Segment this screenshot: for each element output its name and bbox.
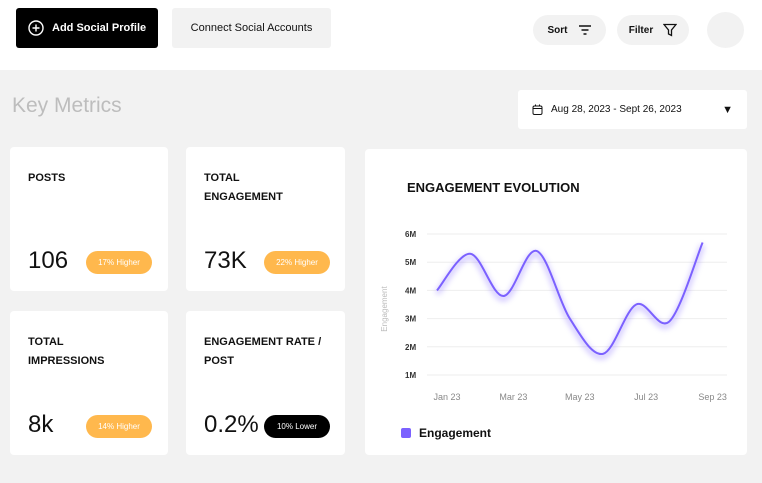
metric-label: POSTS [28,172,66,184]
top-bar: Add Social Profile Connect Social Accoun… [0,0,762,70]
avatar[interactable] [707,12,744,48]
metric-card-engagement-rate: ENGAGEMENT RATE / POST 0.2% 10% Lower [186,311,345,455]
metric-card-total-impressions: TOTAL IMPRESSIONS 8k 14% Higher [10,311,168,455]
calendar-icon [532,104,543,115]
metric-badge: 17% Higher [86,251,152,274]
add-social-profile-label: Add Social Profile [52,22,147,34]
filter-icon [663,23,678,37]
date-range-text: Aug 28, 2023 - Sept 26, 2023 [551,104,682,115]
x-tick-label: Jan 23 [433,392,460,402]
x-tick-label: Mar 23 [499,392,527,402]
y-tick-label: 5M [405,258,416,267]
sort-label: Sort [547,24,568,36]
filter-label: Filter [628,24,654,36]
metric-value: 0.2% [204,411,259,438]
metric-card-posts: POSTS 106 17% Higher [10,147,168,291]
x-tick-label: May 23 [565,392,595,402]
metric-label: TOTAL IMPRESSIONS [28,336,105,367]
x-tick-label: Sep 23 [698,392,727,402]
engagement-chart-card: ENGAGEMENT EVOLUTION Engagement 1M 2M 3M 4M… [365,149,747,455]
engagement-chart: Engagement 1M 2M 3M 4M 5M 6M Jan 23 Mar 23 May 2… [380,230,727,402]
y-axis-label: Engagement [380,286,389,332]
metric-value: 8k [28,411,54,438]
plus-circle-icon [28,20,44,36]
y-tick-label: 1M [405,371,416,380]
metric-value: 73K [204,247,247,274]
date-range-picker[interactable]: Aug 28, 2023 - Sept 26, 2023 ▼ [518,90,747,129]
metric-value: 106 [28,247,69,274]
series-line-shadow [435,244,705,360]
metric-badge: 10% Lower [264,415,330,438]
connect-social-accounts-button[interactable]: Connect Social Accounts [172,8,331,48]
filter-button[interactable]: Filter [617,15,689,45]
caret-down-icon: ▼ [722,103,733,116]
metric-badge: 14% Higher [86,415,152,438]
y-tick-label: 6M [405,230,416,239]
x-tick-label: Jul 23 [634,392,658,402]
sort-button[interactable]: Sort [533,15,606,45]
series-line-engagement [436,242,704,355]
y-tick-label: 3M [405,315,416,324]
legend-label: Engagement [419,426,492,440]
page-title: Key Metrics [12,94,122,117]
chart-legend: Engagement [401,426,491,440]
legend-swatch [401,428,411,438]
y-tick-label: 2M [405,343,416,352]
chart-title: ENGAGEMENT EVOLUTION [407,180,580,195]
metric-badge: 22% Higher [264,251,330,274]
add-social-profile-button[interactable]: Add Social Profile [16,8,158,48]
metric-label: TOTAL ENGAGEMENT [204,172,283,203]
sort-icon [578,25,591,35]
metric-label: ENGAGEMENT RATE / POST [204,336,322,367]
y-tick-label: 4M [405,286,416,295]
metric-card-total-engagement: TOTAL ENGAGEMENT 73K 22% Higher [186,147,345,291]
